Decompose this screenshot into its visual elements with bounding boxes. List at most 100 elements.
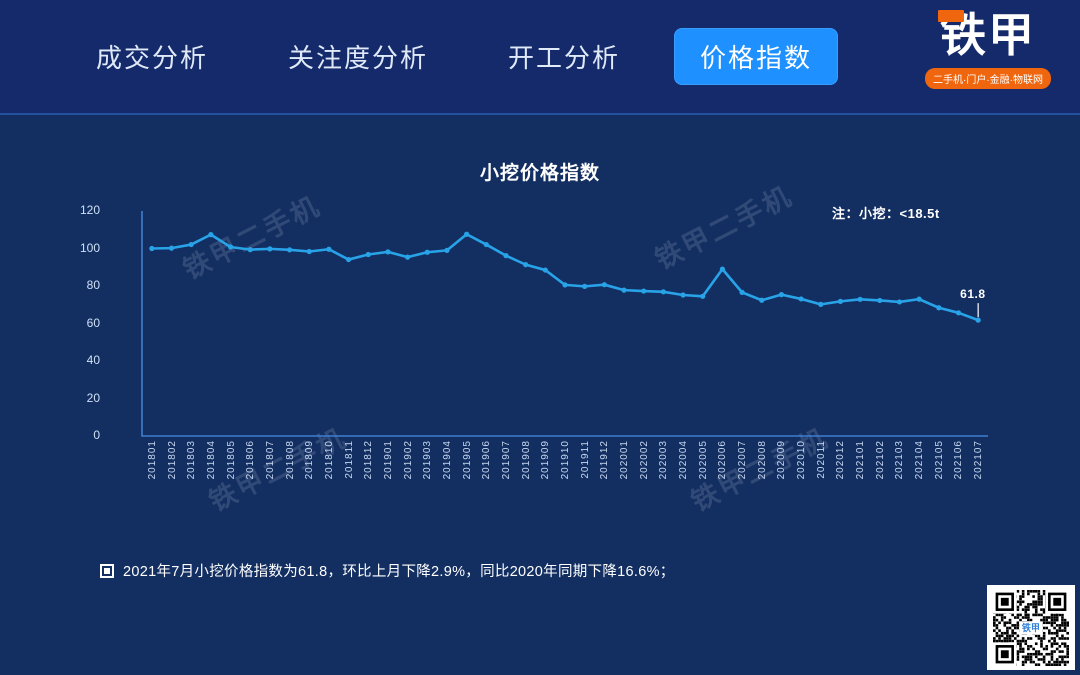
x-tick-label: 202103: [894, 440, 906, 480]
x-tick-label: 202012: [835, 440, 847, 480]
chart-note: 注：小挖：<18.5t: [832, 206, 940, 221]
x-tick-label: 201912: [599, 440, 611, 480]
x-tick-label: 202004: [678, 440, 690, 480]
chart-data-point: [208, 232, 214, 238]
nav-tab-0[interactable]: 成交分析: [70, 28, 234, 85]
x-tick-label: 202003: [658, 440, 670, 480]
bullet-icon: [100, 563, 114, 578]
chart-data-point: [149, 245, 155, 252]
x-tick-label: 202001: [619, 440, 631, 480]
chart-data-point: [798, 296, 804, 302]
nav-tab-1[interactable]: 关注度分析: [262, 28, 454, 85]
x-tick-label: 201907: [500, 440, 512, 480]
logo-accent-mark: [938, 10, 964, 22]
x-tick-label: 202106: [953, 440, 965, 480]
x-tick-label: 202011: [815, 440, 827, 479]
x-tick-label: 201811: [343, 440, 355, 479]
x-tick-label: 201904: [441, 440, 453, 480]
chart-data-point: [837, 298, 844, 304]
chart-data-point: [503, 253, 509, 259]
chart-data-point: [896, 299, 903, 305]
chart-data-point: [464, 231, 470, 237]
x-tick-label: 201908: [520, 440, 532, 480]
y-tick-label: 20: [86, 390, 100, 405]
x-tick-label: 202102: [874, 440, 886, 480]
nav-items: 成交分析 关注度分析 开工分析 价格指数: [70, 28, 866, 85]
chart-data-point: [562, 282, 568, 288]
chart-data-point: [975, 317, 981, 323]
chart-data-point: [818, 301, 824, 307]
x-axis-tick-labels: 201801 201802 201803 201804 201805 201806 2018…: [108, 440, 998, 530]
chart-data-point: [444, 247, 450, 253]
y-tick-label: 100: [79, 240, 100, 255]
chart-data-point: [601, 282, 607, 288]
chart-data-point: [877, 297, 883, 304]
chart-data-point: [955, 310, 962, 316]
x-tick-label: 201901: [382, 440, 394, 480]
x-tick-label: 201803: [186, 440, 198, 480]
chart-data-point: [700, 293, 706, 299]
chart-data-point: [326, 246, 332, 252]
x-tick-label: 201802: [166, 440, 178, 480]
chart-data-point: [188, 241, 194, 248]
x-tick-label: 202105: [933, 440, 945, 480]
chart-series-line: [150, 232, 980, 322]
chart-data-point: [405, 254, 411, 260]
x-tick-label: 201801: [146, 440, 158, 480]
x-tick-label: 201804: [205, 440, 217, 480]
chart-data-point: [227, 244, 234, 250]
chart-data-point: [424, 249, 430, 255]
x-tick-label: 202005: [697, 440, 709, 480]
x-tick-label: 201812: [363, 440, 375, 480]
chart-data-point: [936, 305, 942, 311]
chart-axes: [141, 211, 988, 437]
x-tick-label: 202006: [717, 440, 729, 480]
nav-tab-label: 关注度分析: [288, 43, 429, 73]
x-tick-label: 202010: [796, 440, 808, 480]
chart-data-point: [267, 246, 273, 252]
top-navigation-bar: 成交分析 关注度分析 开工分析 价格指数: [0, 0, 1080, 113]
chart-data-point: [621, 287, 627, 293]
summary-note-text: 2021年7月小挖价格指数为61.8，环比上月下降2.9%，同比2020年同期下…: [123, 564, 675, 580]
y-tick-label: 80: [86, 278, 100, 292]
x-tick-label: 202107: [973, 440, 985, 480]
x-tick-label: 201806: [245, 440, 257, 480]
qr-code[interactable]: [987, 585, 1075, 670]
logo-wordmark: 铁甲: [938, 8, 1036, 62]
nav-tab-2[interactable]: 开工分析: [482, 28, 646, 85]
navbar-divider: [0, 113, 1080, 115]
x-tick-label: 202009: [776, 440, 788, 480]
last-point-value-label: 61.8: [960, 287, 986, 302]
chart-data-point: [759, 297, 765, 303]
chart-data-point: [345, 256, 352, 263]
x-tick-label: 201905: [461, 440, 473, 480]
x-tick-label: 201903: [422, 440, 434, 480]
chart-data-point: [719, 266, 726, 272]
logo-tagline: 二手机·门户·金融·物联网: [925, 68, 1051, 89]
x-tick-label: 202101: [855, 440, 867, 480]
y-tick-label: 0: [93, 428, 100, 442]
y-tick-label: 120: [79, 203, 100, 217]
nav-tab-label: 成交分析: [96, 43, 209, 73]
chart-data-point: [365, 251, 371, 258]
chart-data-point: [542, 267, 548, 273]
x-tick-label: 201810: [323, 440, 335, 480]
y-tick-label: 40: [86, 353, 100, 367]
chart-data-point: [680, 292, 686, 298]
chart-data-point: [286, 247, 293, 253]
x-tick-label: 201807: [264, 440, 276, 480]
chart-data-point: [778, 292, 785, 298]
nav-tab-label: 开工分析: [508, 43, 621, 73]
nav-tab-3[interactable]: 价格指数: [674, 28, 839, 85]
chart-data-point: [385, 249, 391, 255]
x-tick-label: 201909: [540, 440, 552, 480]
x-tick-label: 201809: [304, 440, 316, 480]
x-tick-label: 202002: [638, 440, 650, 480]
x-tick-label: 201805: [225, 440, 237, 480]
chart-data-point: [857, 296, 863, 302]
x-tick-label: 201906: [481, 440, 493, 480]
nav-tab-label: 价格指数: [700, 43, 813, 73]
line-chart-plot-area: [108, 200, 998, 450]
summary-note: 2021年7月小挖价格指数为61.8，环比上月下降2.9%，同比2020年同期下…: [100, 560, 960, 581]
chart-data-point: [582, 283, 588, 289]
